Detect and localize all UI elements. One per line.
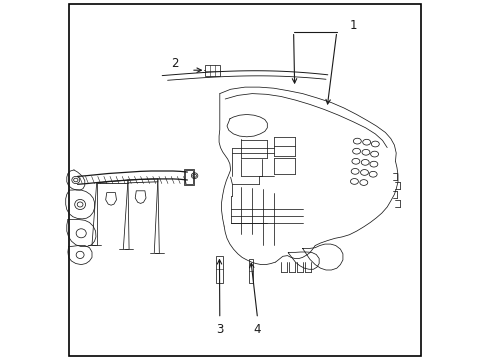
Bar	[205, 65, 220, 76]
Bar	[184, 169, 194, 185]
Bar	[248, 259, 253, 283]
Text: 4: 4	[254, 323, 261, 336]
Text: 1: 1	[349, 19, 357, 32]
Bar	[216, 256, 222, 283]
Text: 3: 3	[216, 323, 223, 336]
Bar	[185, 170, 193, 184]
Text: 2: 2	[171, 57, 178, 69]
